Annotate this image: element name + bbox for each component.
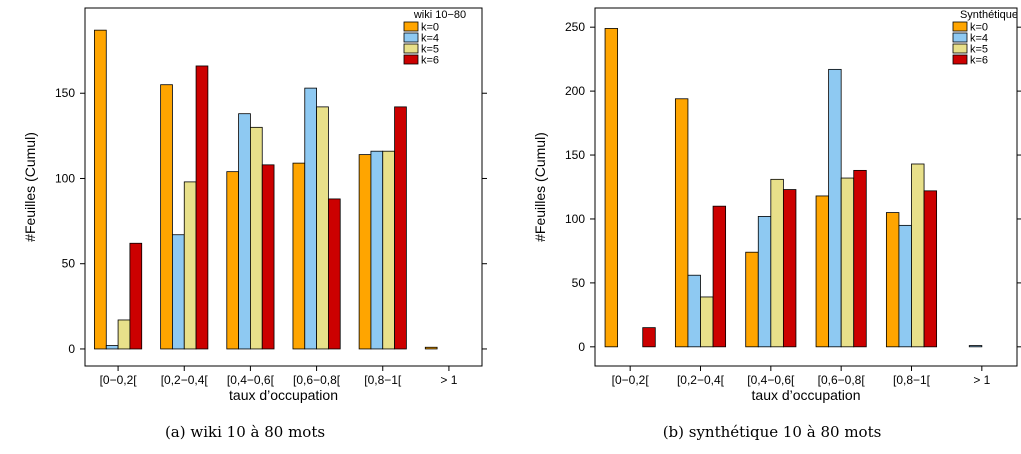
plot-frame — [84, 7, 483, 367]
y-tick-label: 250 — [565, 20, 585, 34]
y-tick-label: 50 — [62, 257, 76, 271]
bar-k5-cat2 — [770, 178, 784, 348]
plot-frame — [594, 7, 1018, 367]
legend-swatch-k4 — [952, 32, 968, 43]
legend-label: k=4 — [421, 33, 439, 45]
y-tick-label: 100 — [55, 171, 75, 185]
chart-panel-0: [0−0,2[ [0,2−0,4[ [0,4−0,6[ [0,6−0,8[ [0,8−1… — [22, 7, 487, 441]
bar-k5-cat0 — [117, 319, 131, 350]
legend-label: k=6 — [421, 55, 439, 67]
bar-k4-cat1 — [687, 274, 701, 348]
x-tick-label: [0,2−0,4[ — [677, 373, 725, 387]
bar-k6-cat4 — [923, 190, 938, 348]
bar-k0-cat4 — [358, 154, 372, 350]
bar-k4-cat2 — [757, 216, 772, 348]
legend-swatch-k6 — [403, 54, 419, 65]
bar-k0-cat5 — [424, 346, 438, 350]
legend-swatch-k6 — [952, 54, 968, 65]
legend-swatch-k5 — [952, 43, 968, 54]
legend-label: k=5 — [970, 44, 988, 56]
bar-k0-cat2 — [226, 171, 240, 350]
y-axis-title: #Feuilles (Cumul) — [532, 132, 548, 242]
y-tick-label: 0 — [578, 340, 585, 354]
chart-panel-1: [0−0,2[ [0,2−0,4[ [0,4−0,6[ [0,6−0,8[ [0,8−1… — [532, 7, 1021, 441]
x-tick-label: [0,2−0,4[ — [161, 373, 209, 387]
legend-label: k=6 — [970, 55, 988, 67]
legend-label: k=0 — [970, 22, 988, 34]
y-tick-label: 150 — [55, 86, 75, 100]
bar-k5-cat1 — [700, 296, 714, 348]
y-axis-title: #Feuilles (Cumul) — [22, 132, 38, 242]
x-tick-label: [0,4−0,6[ — [747, 373, 795, 387]
bar-k4-cat3 — [304, 87, 317, 350]
bar-k6-cat1 — [195, 65, 209, 350]
bar-k5-cat4 — [911, 163, 925, 348]
legend-label: k=0 — [421, 22, 439, 34]
bar-k6-cat4 — [394, 106, 407, 350]
bar-k4-cat3 — [828, 68, 842, 348]
bar-k5-cat1 — [183, 181, 197, 350]
figure-caption: (a) wiki 10 à 80 mots — [165, 423, 325, 441]
bar-k6-cat3 — [327, 198, 341, 350]
bar-k6-cat2 — [261, 164, 275, 350]
legend-swatch-k0 — [403, 21, 419, 32]
legend-swatch-k0 — [952, 21, 968, 32]
bar-k0-cat0 — [94, 29, 107, 350]
bar-k5-cat2 — [250, 126, 263, 350]
bar-k0-cat3 — [815, 195, 830, 348]
bar-k5-cat4 — [382, 150, 395, 350]
bar-k6-cat3 — [853, 169, 867, 348]
bar-k5-cat3 — [316, 106, 329, 350]
x-tick-label: > 1 — [440, 373, 457, 387]
legend-swatch-k4 — [403, 32, 419, 43]
bar-k4-cat0 — [105, 345, 119, 350]
y-tick-label: 150 — [565, 148, 585, 162]
x-tick-label: [0−0,2[ — [100, 373, 138, 387]
bar-k6-cat2 — [782, 189, 797, 348]
legend: wiki 10−80k=0k=4k=5k=6 — [403, 9, 466, 67]
legend-swatch-k5 — [403, 43, 419, 54]
bar-k0-cat2 — [745, 251, 759, 348]
legend-title: Synthétique — [960, 9, 1018, 21]
y-tick-label: 200 — [565, 84, 585, 98]
bar-k4-cat1 — [172, 234, 185, 350]
y-tick-label: 100 — [565, 212, 585, 226]
bar-k4-cat4 — [370, 150, 384, 350]
bar-k6-cat0 — [642, 327, 656, 348]
y-tick-label: 0 — [68, 342, 75, 356]
x-tick-label: [0−0,2[ — [612, 373, 650, 387]
x-tick-label: [0,8−1[ — [893, 373, 931, 387]
y-tick-label: 50 — [572, 276, 586, 290]
bar-k0-cat1 — [160, 84, 173, 350]
bar-k0-cat1 — [674, 98, 689, 348]
bar-k0-cat3 — [292, 162, 306, 350]
bar-k6-cat0 — [129, 242, 143, 350]
bar-k0-cat0 — [604, 28, 619, 348]
legend-label: k=4 — [970, 33, 988, 45]
legend-label: k=5 — [421, 44, 439, 56]
x-tick-label: [0,6−0,8[ — [293, 373, 341, 387]
x-axis-title: taux d’occupation — [229, 387, 338, 403]
x-tick-label: [0,8−1[ — [364, 373, 402, 387]
bar-k4-cat5 — [968, 345, 983, 348]
bar-k6-cat1 — [712, 205, 727, 348]
legend-title: wiki 10−80 — [413, 9, 466, 21]
bar-k5-cat3 — [840, 177, 855, 348]
x-axis-title: taux d’occupation — [752, 387, 861, 403]
figure-caption: (b) synthétique 10 à 80 mots — [663, 423, 882, 441]
bar-k4-cat2 — [238, 113, 251, 350]
bar-k4-cat4 — [898, 224, 912, 348]
bar-k0-cat4 — [885, 212, 900, 348]
x-tick-label: > 1 — [973, 373, 990, 387]
x-tick-label: [0,6−0,8[ — [818, 373, 866, 387]
x-tick-label: [0,4−0,6[ — [227, 373, 275, 387]
